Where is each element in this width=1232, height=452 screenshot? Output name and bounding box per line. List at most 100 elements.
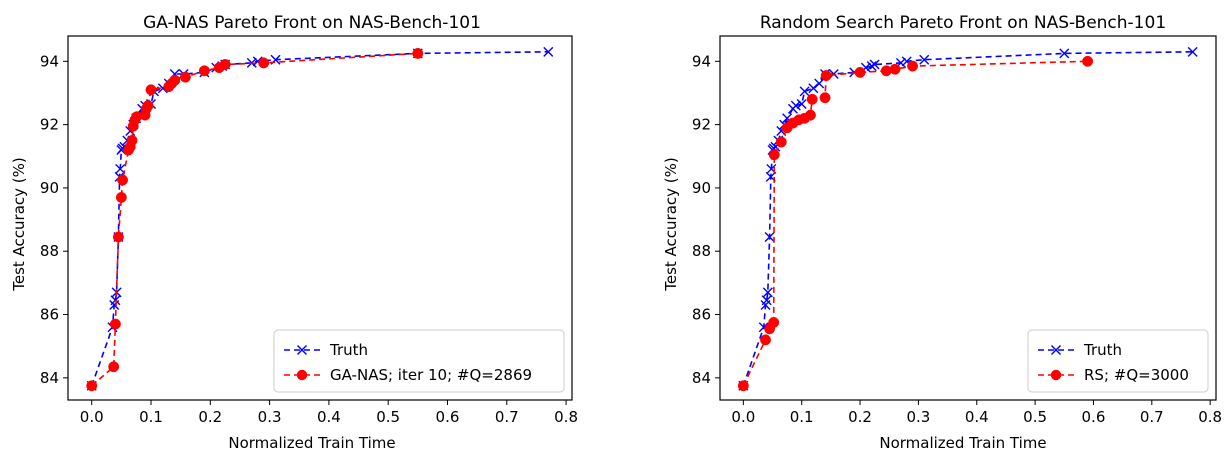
data-point-circle-marker bbox=[112, 231, 124, 243]
x-tick-label: 0.8 bbox=[554, 408, 578, 426]
marker-stroke bbox=[866, 61, 877, 72]
legend-label: Truth bbox=[329, 341, 368, 359]
x-tick-label: 0.5 bbox=[1023, 408, 1047, 426]
marker-stroke bbox=[115, 163, 126, 174]
data-point-x-marker bbox=[543, 46, 554, 57]
plot-area bbox=[86, 46, 554, 392]
x-tick-label: 0.8 bbox=[1198, 408, 1222, 426]
y-tick-label: 92 bbox=[40, 116, 59, 134]
data-point-circle-marker bbox=[889, 63, 901, 75]
marker-stroke bbox=[543, 46, 554, 57]
x-tick-label: 0.1 bbox=[139, 408, 163, 426]
marker-stroke bbox=[764, 231, 775, 242]
x-axis-title: Normalized Train Time bbox=[228, 434, 395, 452]
x-tick-label: 0.2 bbox=[848, 408, 872, 426]
legend-label: RS; #Q=3000 bbox=[1084, 366, 1189, 384]
data-point-x-marker bbox=[919, 54, 930, 65]
data-point-circle-marker bbox=[126, 135, 138, 146]
data-point-circle-marker bbox=[768, 317, 780, 328]
data-point-circle-marker bbox=[219, 59, 231, 70]
marker-stroke bbox=[766, 163, 777, 174]
x-tick-label: 0.6 bbox=[436, 408, 460, 426]
legend-circle-marker bbox=[296, 369, 308, 381]
data-point-x-marker bbox=[799, 86, 810, 97]
y-tick-label: 94 bbox=[692, 52, 711, 70]
data-point-circle-marker bbox=[179, 71, 191, 83]
data-point-circle-marker bbox=[1082, 55, 1094, 67]
x-tick-label: 0.4 bbox=[317, 408, 341, 426]
x-tick-label: 0.2 bbox=[198, 408, 222, 426]
x-tick-label: 0.3 bbox=[906, 408, 930, 426]
y-tick-label: 88 bbox=[40, 242, 59, 260]
legend: Truth RS; #Q=3000 bbox=[1027, 329, 1209, 393]
data-point-x-marker bbox=[1187, 46, 1198, 57]
x-tick-label: 0.0 bbox=[731, 408, 755, 426]
x-tick-label: 0.7 bbox=[1140, 408, 1164, 426]
x-tick-label: 0.6 bbox=[1082, 408, 1106, 426]
plot-frame bbox=[67, 35, 573, 401]
data-point-x-marker bbox=[761, 295, 772, 306]
x-tick-label: 0.7 bbox=[495, 408, 519, 426]
data-point-circle-marker bbox=[142, 100, 154, 112]
data-point-x-marker bbox=[869, 59, 880, 70]
data-point-circle-marker bbox=[109, 318, 121, 330]
y-tick-label: 90 bbox=[692, 179, 711, 197]
data-point-circle-marker bbox=[775, 136, 787, 148]
data-point-x-marker bbox=[1059, 48, 1070, 59]
chart-random-search: Random Search Pareto Front on NAS-Bench-… bbox=[662, 13, 1222, 452]
data-point-x-marker bbox=[808, 83, 819, 94]
x-tick-label: 0.0 bbox=[80, 408, 104, 426]
marker-stroke bbox=[814, 78, 825, 89]
marker-stroke bbox=[869, 59, 880, 70]
marker-stroke bbox=[796, 99, 807, 110]
marker-stroke bbox=[765, 171, 776, 182]
legend-circle-marker bbox=[1050, 369, 1062, 381]
data-point-x-marker bbox=[764, 231, 775, 242]
y-tick-label: 86 bbox=[692, 306, 711, 324]
data-point-x-marker bbox=[762, 287, 773, 298]
marker-stroke bbox=[901, 56, 912, 67]
data-point-x-marker bbox=[115, 163, 126, 174]
data-point-circle-marker bbox=[412, 47, 424, 59]
data-point-circle-marker bbox=[145, 84, 157, 96]
data-point-circle-marker bbox=[760, 334, 771, 346]
data-point-circle-marker bbox=[804, 109, 816, 121]
marker-stroke bbox=[919, 54, 930, 65]
data-point-circle-marker bbox=[819, 92, 831, 104]
legend-box bbox=[1027, 329, 1209, 393]
data-point-x-marker bbox=[814, 78, 825, 89]
x-tick-label: 0.4 bbox=[965, 408, 989, 426]
y-axis-title: Test Accuracy (%) bbox=[662, 157, 680, 292]
plot-frame bbox=[719, 35, 1217, 401]
series-line-truth bbox=[90, 51, 549, 387]
x-axis-title: Normalized Train Time bbox=[879, 434, 1046, 452]
data-point-circle-marker bbox=[108, 361, 120, 373]
data-point-circle-marker bbox=[117, 174, 129, 186]
x-tick-label: 0.5 bbox=[376, 408, 400, 426]
legend-x-marker bbox=[1051, 345, 1061, 355]
marker-stroke bbox=[1059, 48, 1070, 59]
data-point-circle-marker bbox=[86, 380, 98, 392]
legend-box bbox=[273, 329, 565, 393]
data-point-circle-marker bbox=[115, 191, 127, 203]
marker-stroke bbox=[1187, 46, 1198, 57]
data-point-x-marker bbox=[790, 100, 801, 111]
plot-area bbox=[737, 46, 1198, 392]
y-tick-label: 84 bbox=[692, 369, 711, 387]
y-tick-label: 94 bbox=[40, 52, 59, 70]
data-point-circle-marker bbox=[169, 74, 181, 86]
y-tick-label: 90 bbox=[40, 179, 59, 197]
data-point-circle-marker bbox=[854, 66, 866, 78]
data-point-x-marker bbox=[796, 99, 807, 110]
y-tick-label: 88 bbox=[692, 242, 711, 260]
legend: Truth GA-NAS; iter 10; #Q=2869 bbox=[273, 329, 565, 393]
data-point-circle-marker bbox=[806, 93, 818, 105]
series-line-truth bbox=[742, 51, 1193, 387]
marker-stroke bbox=[762, 287, 773, 298]
data-point-circle-marker bbox=[198, 65, 210, 77]
x-tick-label: 0.3 bbox=[258, 408, 282, 426]
chart-title: Random Search Pareto Front on NAS-Bench-… bbox=[760, 13, 1166, 33]
y-tick-label: 86 bbox=[40, 306, 59, 324]
